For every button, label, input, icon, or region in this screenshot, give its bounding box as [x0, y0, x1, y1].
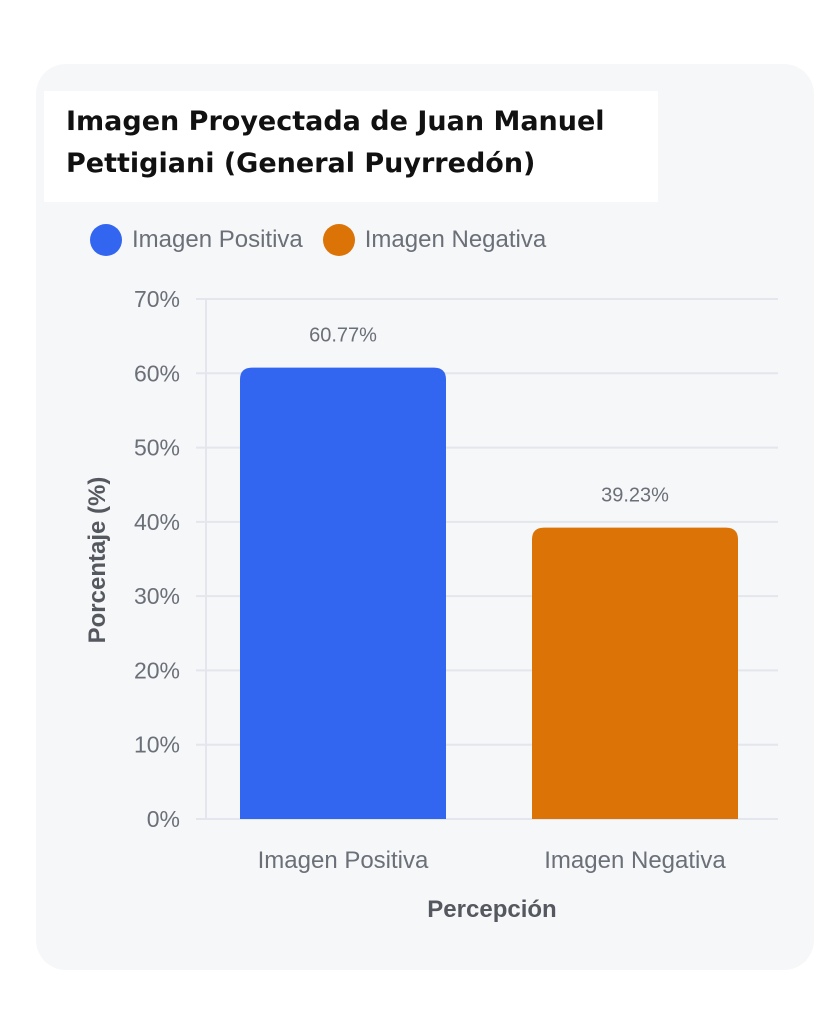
x-axis-categories: Imagen Positiva Imagen Negativa: [258, 847, 727, 874]
bar-2: [532, 527, 738, 819]
y-axis-ticks: 0% 10% 20% 30% 40% 50% 60% 70%: [134, 286, 180, 832]
x-axis-title: Percepción: [427, 896, 556, 923]
bars: [240, 367, 738, 819]
legend-item-positive: Imagen Positiva: [90, 224, 303, 256]
y-tick-label: 20%: [134, 657, 180, 683]
category-label-2: Imagen Negativa: [544, 847, 726, 874]
chart-title-box: Imagen Proyectada de Juan Manuel Pettigi…: [44, 91, 658, 202]
y-tick-label: 50%: [134, 435, 180, 461]
y-tick-label: 10%: [134, 732, 180, 758]
data-label-1: 60.77%: [309, 325, 377, 347]
y-tick-label: 60%: [134, 360, 180, 386]
bar-1: [240, 367, 446, 819]
y-tick-label: 30%: [134, 583, 180, 609]
y-tick-label: 0%: [147, 806, 180, 832]
data-labels: 60.77% 39.23%: [309, 325, 669, 507]
legend-label-positive: Imagen Positiva: [132, 226, 303, 253]
chart-title: Imagen Proyectada de Juan Manuel Pettigi…: [66, 106, 605, 179]
y-axis-title: Porcentaje (%): [84, 477, 111, 644]
legend-swatch-negative: [322, 224, 355, 256]
legend-swatch-positive: [90, 224, 122, 256]
y-tick-label: 70%: [134, 286, 180, 312]
legend-label-negative: Imagen Negativa: [364, 226, 547, 253]
chart-legend: Imagen Positiva Imagen Negativa: [90, 222, 566, 258]
legend-item-negative: Imagen Negativa: [322, 224, 547, 256]
data-label-2: 39.23%: [601, 485, 669, 507]
y-tick-label: 40%: [134, 509, 180, 535]
category-label-1: Imagen Positiva: [258, 847, 429, 874]
